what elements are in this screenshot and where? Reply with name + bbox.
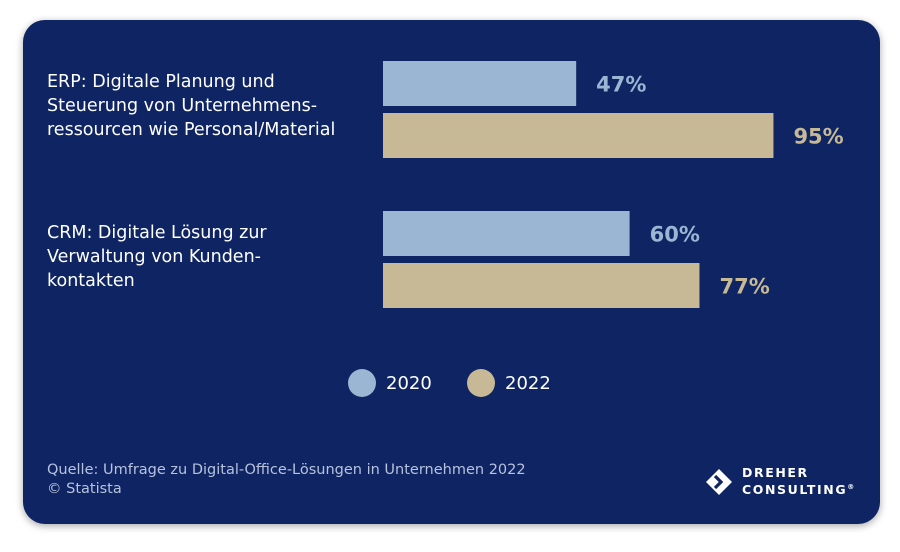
bar-2022-1 bbox=[383, 263, 700, 308]
diamond-arrow-icon bbox=[706, 468, 732, 495]
category-label-line: CRM: Digitale Lösung zur bbox=[47, 223, 267, 243]
logo-consulting-text: CONSULTING bbox=[742, 482, 848, 498]
source-note: Quelle: Umfrage zu Digital-Office-Lösung… bbox=[47, 461, 526, 499]
category-label-erp: ERP: Digitale Planung und Steuerung von … bbox=[47, 70, 377, 142]
logo-wordmark: DREHER CONSULTING® bbox=[742, 466, 854, 497]
data-label-2020-0: 47% bbox=[596, 73, 646, 97]
data-label-2022-0: 95% bbox=[793, 125, 843, 149]
legend-item-2022: 2022 bbox=[467, 369, 551, 397]
legend-item-2020: 2020 bbox=[348, 369, 432, 397]
bar-2020-1 bbox=[383, 211, 630, 256]
category-label-crm: CRM: Digitale Lösung zur Verwaltung von … bbox=[47, 221, 377, 293]
copyright-line: © Statista bbox=[47, 481, 122, 497]
legend-label-2020: 2020 bbox=[386, 372, 432, 394]
legend-swatch-2022 bbox=[467, 369, 495, 397]
dreher-consulting-logo: DREHER CONSULTING® bbox=[705, 466, 854, 497]
category-label-line: ressourcen wie Personal/Material bbox=[47, 120, 336, 140]
bar-2020-0 bbox=[383, 61, 577, 106]
logo-line-consulting: CONSULTING® bbox=[742, 480, 854, 497]
category-label-line: Steuerung von Unternehmens- bbox=[47, 96, 318, 116]
category-label-line: ERP: Digitale Planung und bbox=[47, 72, 275, 92]
legend-label-2022: 2022 bbox=[505, 372, 551, 394]
bar-2022-0 bbox=[383, 113, 774, 158]
data-label-2020-1: 60% bbox=[650, 223, 700, 247]
logo-line-dreher: DREHER bbox=[742, 465, 809, 480]
source-line: Quelle: Umfrage zu Digital-Office-Lösung… bbox=[47, 462, 526, 478]
category-label-line: Verwaltung von Kunden- bbox=[47, 247, 261, 267]
category-label-line: kontakten bbox=[47, 271, 135, 291]
registered-mark: ® bbox=[847, 483, 855, 491]
legend-swatch-2020 bbox=[348, 369, 376, 397]
data-label-2022-1: 77% bbox=[719, 275, 769, 299]
